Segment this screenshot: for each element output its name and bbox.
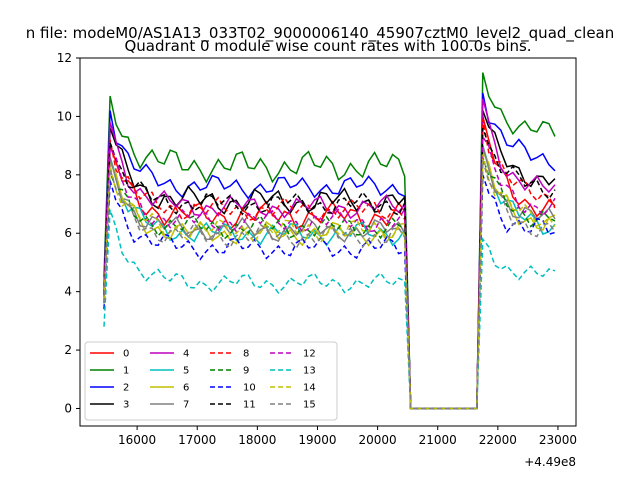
x-tick-label: 16000 [118, 433, 156, 447]
x-tick-label: 20000 [359, 433, 397, 447]
x-tick-label: 18000 [238, 433, 276, 447]
legend-label-2: 2 [123, 383, 129, 394]
legend-label-13: 13 [303, 366, 316, 377]
series-layer [103, 72, 556, 410]
x-axis: 16000 17000 18000 19000 20000 21000 22000 23000 [118, 426, 577, 447]
x-tick-label: 19000 [298, 433, 336, 447]
plot-frame [79, 57, 577, 427]
y-tick-label: 12 [57, 51, 72, 65]
y-tick-label: 2 [64, 343, 72, 357]
legend-label-11: 11 [243, 400, 256, 411]
series-line-11 [103, 127, 556, 410]
legend-label-7: 7 [183, 400, 189, 411]
legend-label-10: 10 [243, 383, 256, 394]
x-tick-label: 23000 [539, 433, 577, 447]
figure-suptitle: n file: modeM0/AS1A13_033T02_9000006140_… [26, 24, 615, 43]
legend-label-14: 14 [303, 383, 316, 394]
legend-label-0: 0 [123, 349, 129, 360]
y-tick-label: 6 [64, 226, 72, 240]
x-tick-label: 22000 [479, 433, 517, 447]
x-offset-label: +4.49e8 [524, 455, 576, 469]
legend-box [84, 341, 338, 421]
y-tick-label: 10 [57, 109, 72, 123]
legend-label-12: 12 [303, 349, 316, 360]
x-tick-label: 17000 [178, 433, 216, 447]
series-line-14 [103, 154, 556, 410]
legend-label-6: 6 [183, 383, 189, 394]
legend-label-3: 3 [123, 400, 129, 411]
legend-label-5: 5 [183, 366, 189, 377]
legend-label-15: 15 [303, 400, 316, 411]
legend-label-8: 8 [243, 349, 249, 360]
legend-label-1: 1 [123, 366, 129, 377]
x-tick-label: 21000 [419, 433, 457, 447]
y-tick-label: 0 [64, 401, 72, 415]
series-line-15 [103, 159, 556, 410]
chart-title: Quadrant 0 module wise count rates with … [124, 37, 531, 55]
legend-label-4: 4 [183, 349, 189, 360]
legend-label-9: 9 [243, 366, 249, 377]
y-axis: 0 2 4 6 8 10 12 [57, 51, 80, 415]
series-line-12 [103, 134, 556, 410]
y-tick-label: 4 [64, 285, 72, 299]
y-tick-label: 8 [64, 168, 72, 182]
